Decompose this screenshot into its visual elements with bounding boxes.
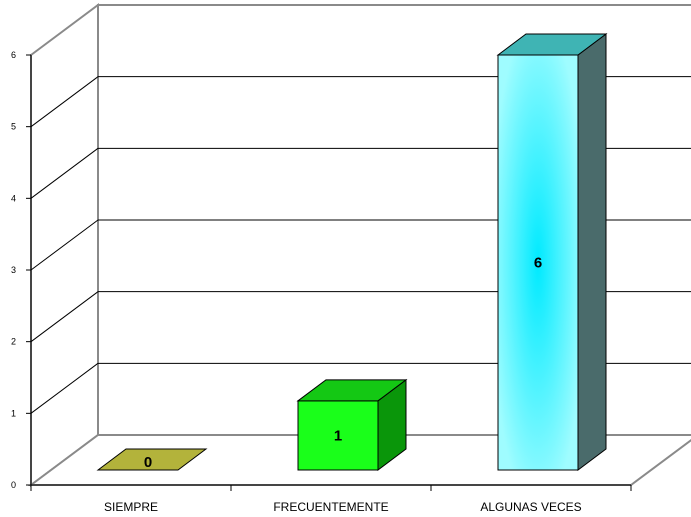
x-axis-ticks: SIEMPRE FRECUENTEMENTE ALGUNAS VECES xyxy=(30,485,632,514)
data-label: 6 xyxy=(534,255,542,272)
gridline-side xyxy=(30,219,99,271)
y-tick-label: 4 xyxy=(11,193,16,203)
y-tick-label: 2 xyxy=(11,337,16,347)
bar-front xyxy=(297,400,379,471)
bar-top xyxy=(96,448,208,471)
y-tick-label: 5 xyxy=(11,122,16,132)
x-tick-label: SIEMPRE xyxy=(104,500,158,514)
data-label: 1 xyxy=(334,427,342,444)
y-axis-ticks: 0 1 2 3 4 5 6 xyxy=(11,50,31,490)
bar-frecuentemente xyxy=(296,378,408,471)
y-tick-label: 6 xyxy=(11,50,16,60)
x-tick-label: FRECUENTEMENTE xyxy=(273,500,388,514)
bars xyxy=(96,33,608,471)
gridline-side xyxy=(30,291,99,343)
x-tick-label: ALGUNAS VECES xyxy=(480,500,581,514)
gridline-side xyxy=(30,76,99,128)
bar-front xyxy=(497,54,579,471)
y-tick-label: 1 xyxy=(11,408,16,418)
data-label: 0 xyxy=(144,454,152,471)
y-tick-label: 0 xyxy=(11,480,16,490)
bar-side xyxy=(577,33,607,471)
bar-siempre xyxy=(96,448,208,471)
y-tick-label: 3 xyxy=(11,265,16,275)
data-labels: 0 1 6 xyxy=(144,255,542,472)
gridline-side xyxy=(30,147,99,199)
bar-top xyxy=(296,379,408,402)
bar-top xyxy=(496,33,608,56)
gridline-side xyxy=(30,362,99,414)
bar-algunas-veces xyxy=(496,33,608,471)
